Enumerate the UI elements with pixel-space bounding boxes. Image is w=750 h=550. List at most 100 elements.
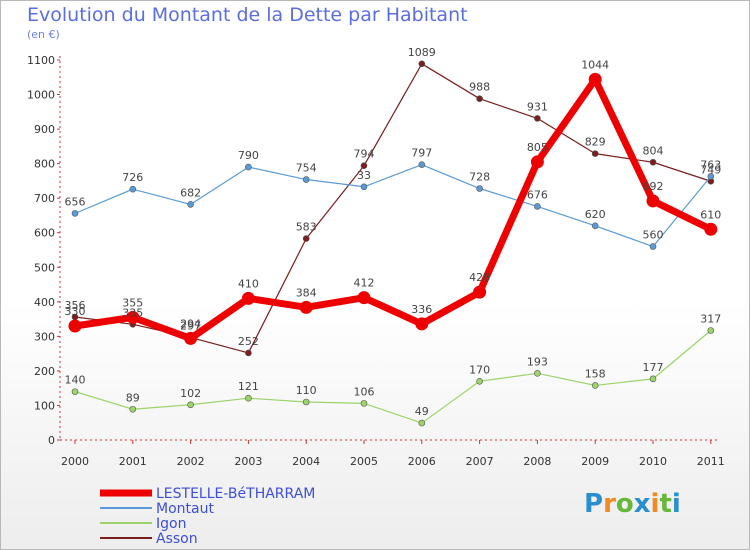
data-label: 749 [700, 163, 721, 176]
data-point [360, 162, 368, 170]
data-point [418, 419, 426, 427]
data-point [68, 319, 82, 333]
data-label: 428 [469, 271, 490, 284]
data-label: 988 [469, 81, 490, 94]
data-point [302, 176, 310, 183]
data-label: 620 [585, 208, 606, 221]
data-label: 49 [415, 405, 429, 418]
data-point [591, 382, 599, 389]
data-point [241, 291, 255, 305]
data-point [646, 194, 660, 208]
y-tick-label: 300 [34, 330, 55, 343]
series-line [74, 164, 712, 248]
proxiti-logo: Proxiti [584, 489, 681, 519]
data-point [71, 210, 79, 217]
data-point [418, 60, 426, 68]
y-tick-label: 600 [34, 227, 55, 240]
data-label: 412 [354, 277, 375, 290]
data-point [704, 222, 718, 236]
data-point [649, 158, 657, 166]
data-point [588, 72, 602, 86]
data-point [476, 185, 483, 192]
data-label: 317 [700, 312, 721, 325]
data-point [591, 150, 599, 157]
data-label: 140 [65, 374, 86, 387]
data-point [71, 388, 79, 395]
data-point [302, 398, 310, 406]
data-label: 790 [238, 149, 259, 162]
y-tick-label: 1000 [27, 89, 55, 102]
x-tick-label: 2010 [639, 455, 667, 468]
data-point [530, 155, 544, 169]
data-label: 410 [238, 277, 259, 290]
data-point [534, 203, 541, 210]
data-label: 931 [527, 100, 548, 113]
data-label: 804 [643, 144, 664, 157]
chart-subtitle: (en €) [27, 28, 60, 41]
x-tick-label: 2000 [61, 455, 89, 468]
data-point [415, 317, 429, 331]
data-point [649, 375, 657, 383]
data-point [129, 405, 137, 413]
data-point [649, 243, 657, 250]
x-tick-label: 2001 [119, 455, 147, 468]
data-point [245, 394, 252, 402]
y-tick-label: 500 [34, 261, 55, 274]
data-label: 656 [65, 195, 86, 208]
data-point [184, 331, 198, 345]
y-tick-label: 1100 [27, 54, 55, 67]
data-point [245, 349, 252, 357]
data-point [299, 300, 313, 314]
data-label: 330 [65, 305, 86, 318]
logo-letter: x [633, 489, 651, 519]
data-label: 797 [411, 147, 432, 160]
legend-label: Igon [156, 516, 186, 532]
x-tick-label: 2008 [523, 455, 551, 468]
series-lestelle-b-tharram [68, 72, 718, 345]
data-label: 1044 [581, 58, 609, 71]
data-label: 794 [354, 148, 375, 161]
data-point [591, 222, 599, 230]
data-label: 682 [180, 186, 201, 199]
data-label: 252 [238, 335, 259, 348]
data-label: 754 [296, 162, 317, 175]
data-label: 170 [469, 363, 490, 376]
data-point [129, 185, 137, 193]
data-label: 610 [700, 208, 721, 221]
data-point [360, 183, 368, 191]
y-tick-label: 0 [48, 434, 55, 447]
data-point [245, 163, 252, 171]
data-label: 829 [585, 136, 606, 149]
data-label: 177 [643, 361, 664, 374]
data-labels: 356 335 297 252 583 794 1089 988 931 829 804 749 656… [65, 46, 722, 418]
data-label: 1089 [408, 46, 436, 59]
data-point [302, 235, 310, 242]
data-point [126, 310, 140, 324]
y-tick-label: 200 [34, 365, 55, 378]
data-label: 384 [296, 286, 317, 299]
data-point [187, 401, 194, 409]
data-label: 805 [527, 141, 548, 154]
x-tick-label: 2009 [581, 455, 609, 468]
data-label: 158 [585, 367, 606, 380]
x-tick-label: 2011 [697, 455, 725, 468]
data-label: 121 [238, 380, 259, 393]
logo-letter: o [615, 489, 634, 519]
data-label: 560 [643, 229, 664, 242]
data-label: 728 [469, 171, 490, 184]
data-point [476, 95, 483, 102]
x-tick-label: 2004 [292, 455, 320, 468]
y-tick-label: 700 [34, 192, 55, 205]
data-point [476, 377, 483, 385]
axes: 0 100 200 300 400 500 600 700 800 900 1000 1100 2000… [27, 54, 725, 468]
data-point [534, 370, 541, 377]
data-label: 583 [296, 221, 317, 234]
data-point [534, 115, 541, 122]
data-label: 294 [180, 317, 201, 330]
data-label: 355 [122, 296, 143, 309]
data-label: 676 [527, 188, 548, 201]
x-tick-label: 2003 [234, 455, 262, 468]
